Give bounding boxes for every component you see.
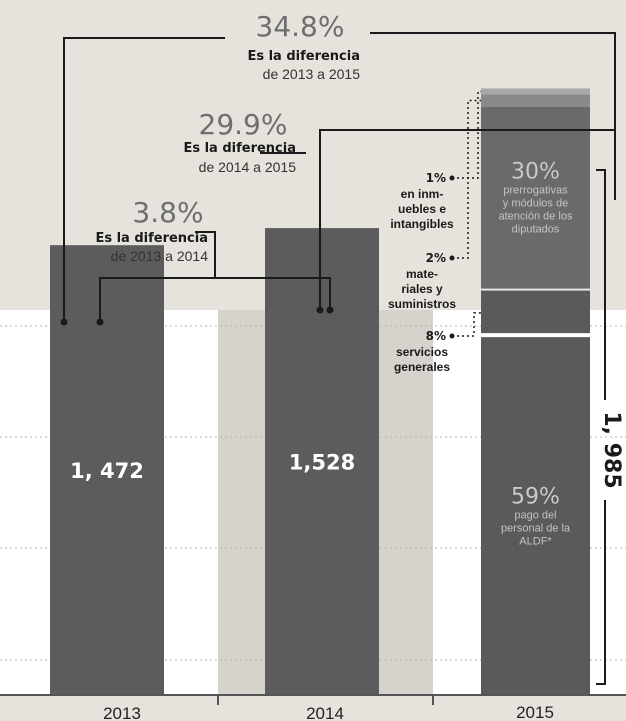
bar-2014 bbox=[265, 228, 379, 695]
leader-line bbox=[452, 312, 481, 337]
stack-segment-30pct bbox=[481, 106, 590, 289]
diff-range-2013-2015: de 2013 a 2015 bbox=[263, 66, 361, 82]
segment-desc-label: prerrogativas bbox=[503, 185, 568, 197]
side-desc-label: intangibles bbox=[390, 217, 454, 231]
segment-desc-label: personal de la bbox=[501, 523, 571, 535]
stack-segment-8pct bbox=[481, 288, 590, 334]
connector-2013-2014 bbox=[96, 231, 334, 326]
side-desc-label: riales y bbox=[401, 282, 443, 296]
stack-segment-2pct bbox=[481, 94, 590, 107]
diff-pct-2013-2014: 3.8% bbox=[132, 196, 203, 229]
bar-value-2014: 1,528 bbox=[289, 451, 355, 475]
leader-line bbox=[452, 90, 481, 179]
stack-segment-59pct bbox=[481, 337, 590, 695]
x-tick-label-2013: 2013 bbox=[103, 704, 141, 721]
segment-desc-label: atención de los bbox=[499, 211, 573, 223]
total-bracket-2015 bbox=[596, 169, 606, 685]
diff-bold-2014-2015: Es la diferencia bbox=[183, 141, 296, 156]
bar-2013 bbox=[50, 245, 164, 695]
diff-pct-2014-2015: 29.9% bbox=[199, 108, 288, 141]
side-desc-label: en inm- bbox=[401, 187, 444, 201]
bar-value-2013: 1, 472 bbox=[70, 459, 144, 483]
diff-bold-2013-2014: Es la diferencia bbox=[95, 231, 208, 246]
segment-desc-label: y módulos de bbox=[503, 198, 568, 210]
leader-line bbox=[452, 99, 481, 259]
diff-range-2014-2015: de 2014 a 2015 bbox=[199, 159, 297, 175]
side-desc-label: suministros bbox=[388, 297, 456, 311]
leader-dot bbox=[449, 175, 455, 181]
x-tick-label-2014: 2014 bbox=[306, 704, 344, 721]
segment-pct-label: 59% bbox=[511, 485, 560, 510]
leader-dot bbox=[449, 333, 455, 339]
diff-bold-2013-2015: Es la diferencia bbox=[247, 49, 360, 64]
side-desc-label: generales bbox=[394, 360, 450, 374]
segment-pct-label: 30% bbox=[511, 160, 560, 185]
segment-desc-label: ALDF* bbox=[519, 536, 552, 548]
segment-desc-label: pago del bbox=[514, 510, 556, 522]
side-pct-label: 1% bbox=[426, 171, 446, 185]
side-pct-label: 8% bbox=[426, 329, 446, 343]
x-tick-label-2015: 2015 bbox=[516, 703, 554, 721]
connector-2014-2015 bbox=[260, 129, 616, 314]
side-desc-label: servicios bbox=[396, 345, 448, 359]
side-desc-label: uebles e bbox=[398, 202, 446, 216]
stack-segment-1pct bbox=[481, 88, 590, 95]
total-value-2015: 1, 985 bbox=[599, 411, 624, 488]
diff-range-2013-2014: de 2013 a 2014 bbox=[111, 248, 209, 264]
diff-pct-2013-2015: 34.8% bbox=[256, 10, 345, 43]
side-pct-label: 2% bbox=[426, 251, 446, 265]
side-desc-label: mate- bbox=[406, 267, 438, 281]
segment-desc-label: diputados bbox=[512, 224, 560, 236]
leader-dot bbox=[449, 255, 455, 261]
